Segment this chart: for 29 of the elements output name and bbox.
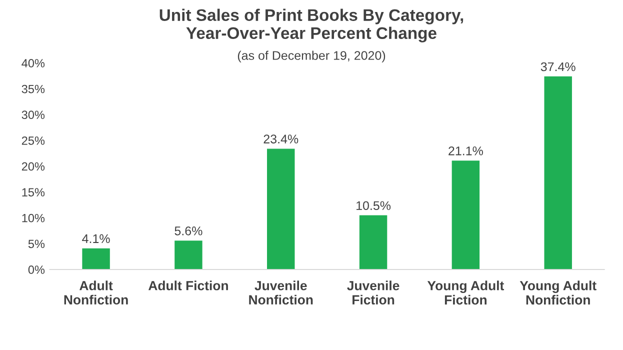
chart-title: Unit Sales of Print Books By Category, Year-Over-Year Percent Change [160,8,464,42]
data-label: 10.5% [356,201,391,210]
x-tick-label: Juvenile Nonfiction [249,280,313,305]
y-tick-label: 15% [22,188,45,196]
y-tick-label: 30% [22,110,45,120]
bar [82,248,110,270]
y-tick-label: 5% [28,240,45,248]
data-label: 23.4% [264,134,298,144]
data-label: 5.6% [174,226,202,236]
y-tick-label: 25% [22,136,45,145]
data-label: 4.1% [82,234,110,244]
chart-subtitle: (as of December 19, 2020) [238,50,386,62]
y-tick-label: 40% [22,59,45,68]
x-tick-label: Young Adult Fiction [427,280,504,305]
x-tick-label: Adult Fiction [148,280,228,290]
y-tick-label: 20% [22,162,45,171]
x-tick-label: Adult Nonfiction [64,280,128,305]
bar [544,76,572,270]
data-label: 37.4% [540,62,576,72]
bar [359,215,388,270]
bar [174,240,202,270]
bar [267,148,295,270]
x-tick-label: Juvenile Fiction [347,280,400,305]
y-tick-label: 10% [22,214,45,222]
y-tick-label: 35% [22,84,45,94]
data-label: 21.1% [448,146,483,156]
y-tick-label: 0% [28,266,45,274]
bar [452,160,480,270]
x-tick-label: Young Adult Nonfiction [520,280,596,305]
